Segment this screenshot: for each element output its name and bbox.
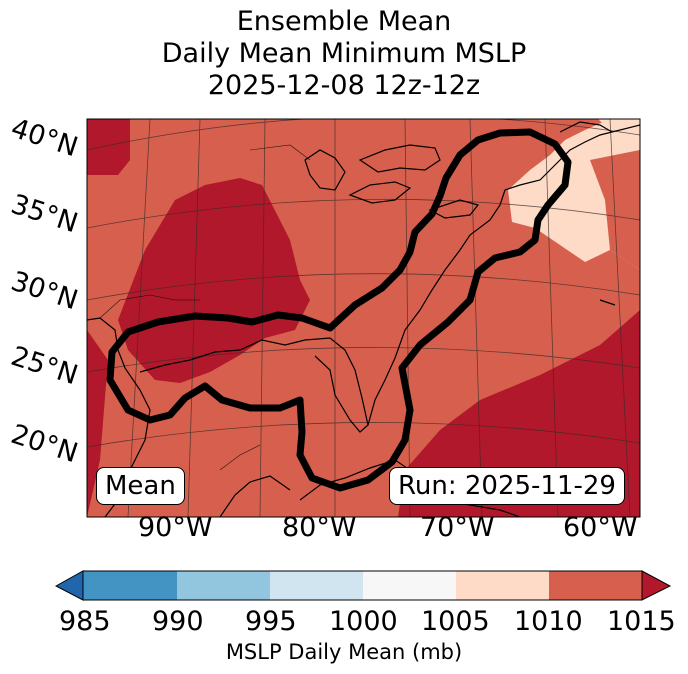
colorbar-bin-985-990: [83, 571, 177, 600]
colorbar-bin-995-1000: [270, 571, 363, 600]
mean-badge: Mean: [96, 467, 185, 505]
colorbar-tick-995: 995: [245, 606, 297, 637]
map-field: [87, 119, 640, 517]
lon-label-60: 60°W: [563, 512, 638, 543]
coastlines: [87, 121, 640, 517]
pressure-band-east: [590, 150, 640, 270]
colorbar-tick-1010: 1010: [514, 606, 583, 637]
pressure-high-west-strip: [87, 175, 108, 517]
lon-label-70: 70°W: [420, 512, 495, 543]
probability-outline: [106, 128, 572, 492]
title-line-1: Ensemble Mean: [236, 6, 452, 37]
borders: [99, 144, 311, 471]
colorbar-tick-1015: 1015: [607, 606, 676, 637]
colorbar-bin-1005-1010: [456, 571, 549, 600]
colorbar-frame: [82, 570, 643, 601]
colorbar-label: MSLP Daily Mean (mb): [225, 640, 463, 664]
pressure-high-atlantic: [398, 310, 640, 517]
colorbar: [54, 570, 672, 601]
colorbar-tick-1000: 1000: [329, 606, 398, 637]
title-line-2: Daily Mean Minimum MSLP: [161, 38, 527, 69]
lon-label-80: 80°W: [282, 512, 357, 543]
colorbar-bin-990-995: [177, 571, 270, 600]
map-frame: [86, 118, 641, 518]
lon-label-90: 90°W: [138, 512, 213, 543]
colorbar-bin-1000-1005: [363, 571, 456, 600]
colorbar-tick-985: 985: [59, 606, 111, 637]
colorbar-tick-990: 990: [152, 606, 204, 637]
title-line-3: 2025-12-08 12z-12z: [207, 70, 481, 101]
pressure-high-nw-corner: [87, 119, 130, 175]
colorbar-extend-high: [641, 570, 672, 601]
colorbar-bin-1010-1015: [549, 571, 642, 600]
colorbar-extend-low: [54, 570, 84, 601]
run-date-badge: Run: 2025-11-29: [389, 467, 625, 505]
colorbar-tick-1005: 1005: [421, 606, 490, 637]
